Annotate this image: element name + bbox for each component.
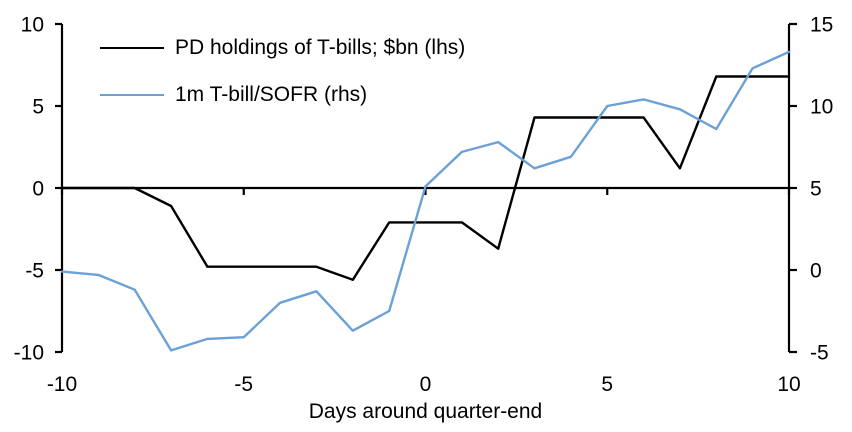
series-line-tbill-sofr xyxy=(60,50,791,352)
x-axis-tick-label: -5 xyxy=(234,373,253,396)
left-axis-tick-label: -5 xyxy=(25,260,44,283)
legend-line-swatch-blue xyxy=(100,94,164,96)
left-axis-tick-label: -10 xyxy=(14,342,44,365)
legend-item-pd-holdings: PD holdings of T-bills; $bn (lhs) xyxy=(100,36,465,60)
x-axis-title: Days around quarter-end xyxy=(309,400,542,423)
right-axis-tick-label: 5 xyxy=(810,178,822,201)
x-axis-tick-label: -10 xyxy=(47,373,77,396)
right-axis-tick-label: 0 xyxy=(810,260,822,283)
x-axis-tick-label: 5 xyxy=(601,373,613,396)
right-axis-tick-label: -5 xyxy=(810,342,829,365)
right-axis-tick-label: 10 xyxy=(810,96,833,119)
series-line-pd-holdings xyxy=(60,75,791,281)
x-axis-tick-label: 10 xyxy=(777,373,800,396)
right-axis-tick-label: 15 xyxy=(810,14,833,37)
legend-item-tbill-sofr: 1m T-bill/SOFR (rhs) xyxy=(100,83,465,107)
legend-line-swatch-black xyxy=(100,47,164,49)
legend-label-tbill-sofr: 1m T-bill/SOFR (rhs) xyxy=(175,83,368,106)
left-axis-tick-label: 0 xyxy=(32,178,44,201)
left-axis-tick-label: 5 xyxy=(32,96,44,119)
left-axis-tick-label: 10 xyxy=(21,14,44,37)
chart-legend: PD holdings of T-bills; $bn (lhs) 1m T-b… xyxy=(100,36,465,130)
legend-label-pd-holdings: PD holdings of T-bills; $bn (lhs) xyxy=(175,36,466,59)
x-axis-tick-label: 0 xyxy=(420,373,432,396)
